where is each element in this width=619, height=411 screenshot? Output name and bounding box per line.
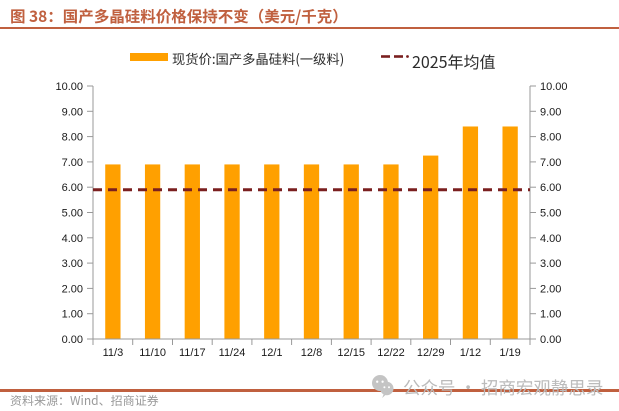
svg-text:12/8: 12/8 (301, 347, 322, 359)
svg-text:10.00: 10.00 (540, 81, 568, 93)
svg-text:11/17: 11/17 (179, 347, 206, 359)
svg-text:1/19: 1/19 (499, 347, 520, 359)
svg-text:4.00: 4.00 (540, 233, 561, 245)
svg-text:0.00: 0.00 (62, 334, 83, 346)
svg-text:2.00: 2.00 (540, 283, 561, 295)
svg-text:7.00: 7.00 (62, 157, 83, 169)
svg-text:0.00: 0.00 (540, 334, 561, 346)
svg-text:8.00: 8.00 (540, 132, 561, 144)
svg-text:11/3: 11/3 (103, 347, 124, 359)
svg-text:10.00: 10.00 (55, 81, 83, 93)
svg-text:9.00: 9.00 (540, 106, 561, 118)
svg-text:1/12: 1/12 (460, 347, 481, 359)
svg-text:6.00: 6.00 (62, 182, 83, 194)
svg-text:7.00: 7.00 (540, 157, 561, 169)
svg-text:5.00: 5.00 (540, 208, 561, 220)
svg-text:9.00: 9.00 (62, 106, 83, 118)
svg-text:1.00: 1.00 (62, 309, 83, 321)
svg-text:12/29: 12/29 (417, 347, 445, 359)
svg-text:3.00: 3.00 (540, 258, 561, 270)
svg-text:11/24: 11/24 (219, 347, 246, 359)
svg-text:3.00: 3.00 (62, 258, 83, 270)
svg-text:1.00: 1.00 (540, 309, 561, 321)
svg-text:12/15: 12/15 (337, 347, 365, 359)
svg-text:5.00: 5.00 (62, 208, 83, 220)
svg-text:2.00: 2.00 (62, 283, 83, 295)
svg-text:11/10: 11/10 (139, 347, 166, 359)
svg-text:8.00: 8.00 (62, 132, 83, 144)
svg-text:4.00: 4.00 (62, 233, 83, 245)
svg-text:6.00: 6.00 (540, 182, 561, 194)
svg-text:12/1: 12/1 (261, 347, 282, 359)
svg-text:12/22: 12/22 (377, 347, 405, 359)
